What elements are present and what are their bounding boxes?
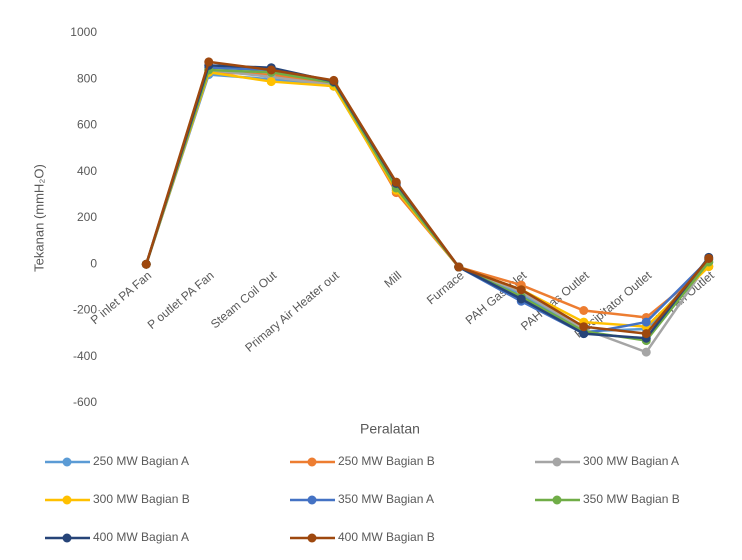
point bbox=[704, 253, 714, 263]
point bbox=[579, 322, 589, 332]
legend-label: 250 MW Bagian A bbox=[93, 454, 189, 468]
point bbox=[579, 329, 589, 339]
legend-marker bbox=[62, 457, 72, 467]
point bbox=[391, 177, 401, 187]
x-tick-label: P inlet PA Fan bbox=[88, 268, 154, 327]
y-tick-label: -400 bbox=[73, 349, 97, 363]
legend-marker bbox=[552, 457, 562, 467]
y-tick-label: 200 bbox=[77, 210, 97, 224]
point bbox=[329, 75, 339, 85]
point bbox=[641, 317, 651, 327]
point bbox=[641, 329, 651, 339]
point bbox=[641, 347, 651, 357]
y-tick-label: 400 bbox=[77, 164, 97, 178]
legend-label: 350 MW Bagian A bbox=[338, 492, 434, 506]
y-tick-label: 600 bbox=[77, 118, 97, 132]
x-tick-label: Furnace bbox=[424, 268, 467, 307]
y-tick-label: -200 bbox=[73, 303, 97, 317]
y-tick-label: -600 bbox=[73, 395, 97, 409]
point bbox=[516, 285, 526, 295]
y-tick-label: 800 bbox=[77, 71, 97, 85]
legend-label: 250 MW Bagian B bbox=[338, 454, 435, 468]
legend-marker bbox=[62, 495, 72, 505]
y-axis-label: Tekanan (mmH₂O) bbox=[31, 164, 46, 272]
point bbox=[516, 294, 526, 304]
legend-label: 350 MW Bagian B bbox=[583, 492, 680, 506]
legend-label: 300 MW Bagian B bbox=[93, 492, 190, 506]
legend-label: 400 MW Bagian B bbox=[338, 530, 435, 544]
legend-marker bbox=[307, 495, 317, 505]
x-tick-label: Mill bbox=[381, 268, 404, 290]
x-tick-label: P outlet PA Fan bbox=[145, 268, 217, 332]
y-tick-label: 1000 bbox=[70, 25, 97, 39]
series-line bbox=[145, 71, 710, 319]
legend-marker bbox=[552, 495, 562, 505]
point bbox=[204, 57, 214, 67]
legend-marker bbox=[62, 533, 72, 543]
legend-label: 300 MW Bagian A bbox=[583, 454, 679, 468]
point bbox=[579, 306, 589, 315]
legend-marker bbox=[307, 457, 317, 467]
point bbox=[266, 65, 276, 75]
point bbox=[141, 259, 151, 269]
x-axis-label: Peralatan bbox=[360, 421, 420, 437]
legend-label: 400 MW Bagian A bbox=[93, 530, 189, 544]
legend-marker bbox=[307, 533, 317, 543]
y-tick-label: 0 bbox=[90, 256, 97, 270]
point bbox=[266, 77, 276, 87]
point bbox=[454, 262, 464, 272]
series-line bbox=[145, 60, 710, 335]
